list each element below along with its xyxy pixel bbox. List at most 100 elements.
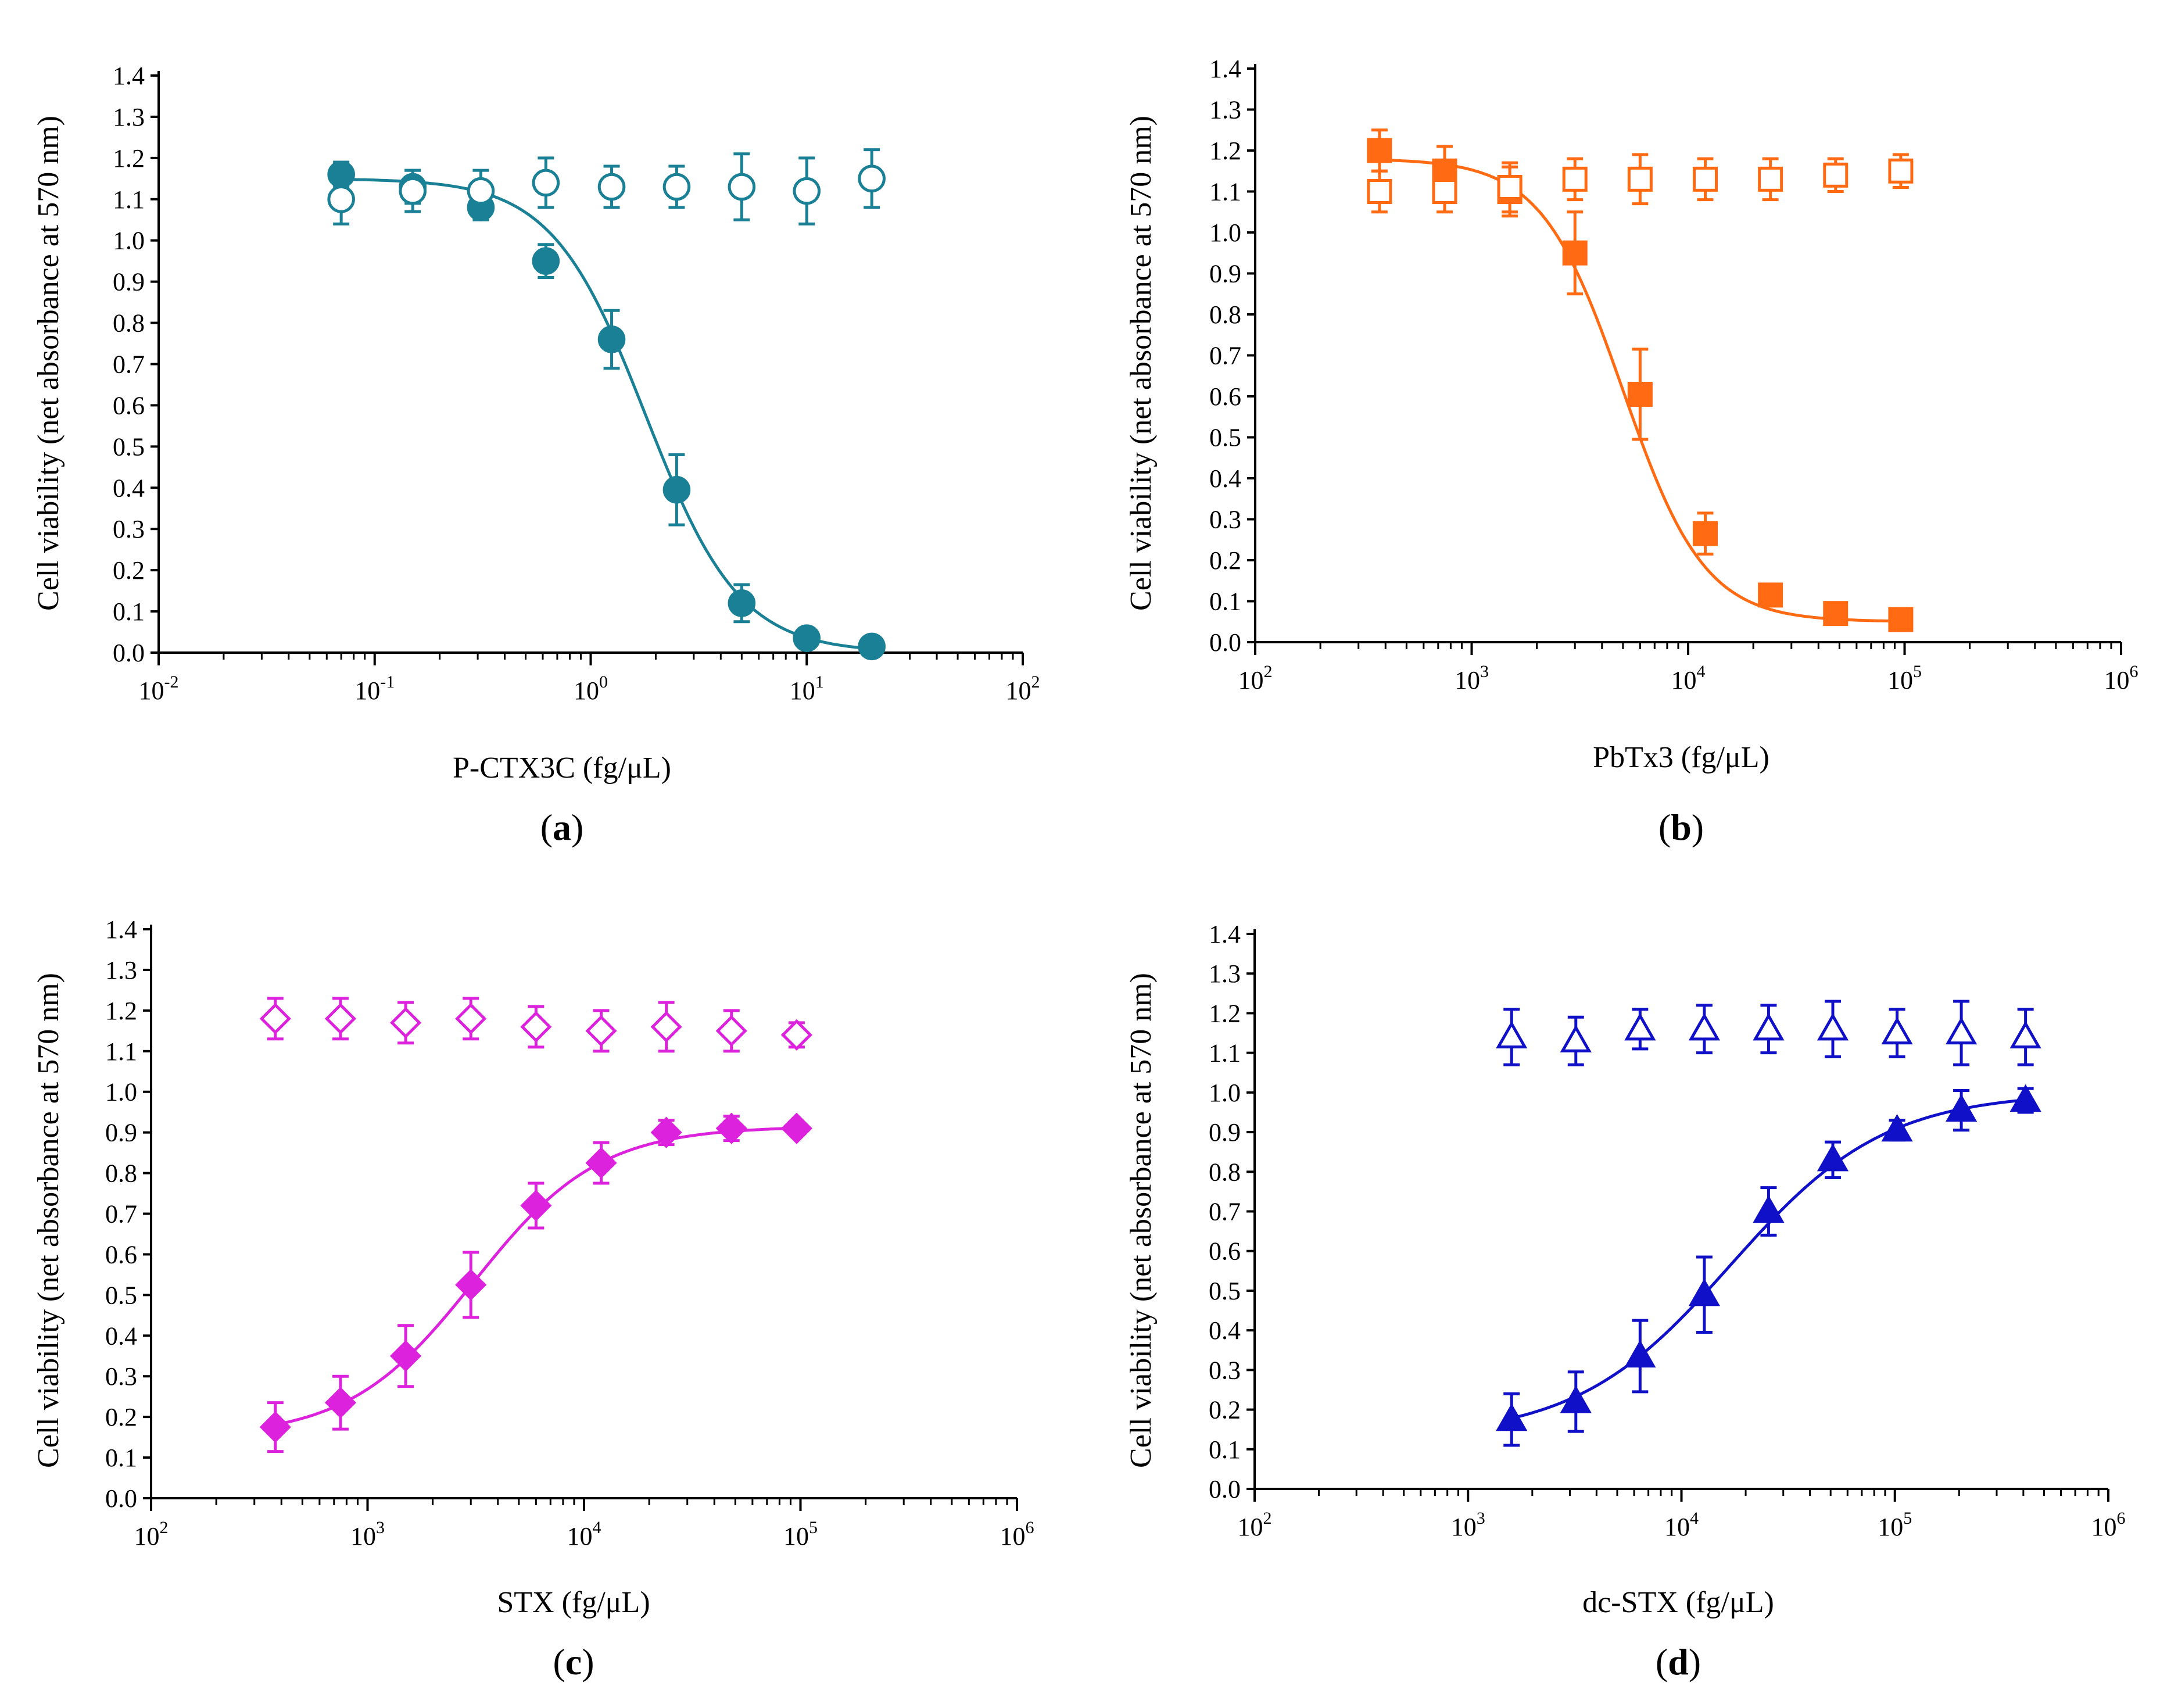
series-filled xyxy=(1496,1084,2041,1447)
y-tick-label: 0.6 xyxy=(1209,382,1241,411)
data-point xyxy=(259,1002,291,1034)
series-open xyxy=(327,148,886,225)
data-point xyxy=(1753,1195,1785,1223)
panel-caption: (a) xyxy=(540,807,584,848)
y-tick-label: 0.0 xyxy=(1209,1475,1241,1503)
data-point xyxy=(1888,158,1914,184)
y-tick-label: 0.5 xyxy=(105,1281,137,1309)
data-point xyxy=(1692,166,1718,192)
panel-c: Cell viability (net absorbance at 570 nm… xyxy=(0,854,1080,1708)
data-point xyxy=(1560,1385,1592,1413)
data-point xyxy=(597,325,626,353)
y-tick-label: 0.4 xyxy=(1209,1316,1241,1345)
data-point xyxy=(1888,607,1914,632)
series-filled xyxy=(1367,128,1914,632)
data-point xyxy=(1688,1012,1720,1041)
y-tick-label: 0.9 xyxy=(1209,260,1241,288)
data-point xyxy=(1753,1012,1785,1041)
x-tick-label: 10-2 xyxy=(139,672,179,705)
y-tick-label: 1.4 xyxy=(113,62,145,90)
y-tick-label: 1.3 xyxy=(105,956,137,984)
y-tick-label: 0.3 xyxy=(1209,1356,1241,1384)
y-tick-label: 0.1 xyxy=(1209,1435,1241,1464)
y-tick-label: 0.3 xyxy=(105,1362,137,1391)
x-tick-label: 104 xyxy=(567,1518,601,1551)
data-point xyxy=(389,1007,422,1039)
data-point xyxy=(1881,1016,1913,1045)
y-tick-label: 0.4 xyxy=(113,474,145,502)
y-tick-label: 1.4 xyxy=(105,915,137,944)
data-point xyxy=(520,1011,552,1043)
y-tick-label: 1.1 xyxy=(1209,178,1241,206)
y-tick-label: 0.1 xyxy=(1209,588,1241,616)
y-tick-label: 1.3 xyxy=(113,103,145,131)
x-tick-label: 103 xyxy=(1451,1509,1485,1541)
x-axis-title: PbTx3 (fg/μL) xyxy=(1593,741,1769,774)
data-point xyxy=(1758,166,1783,192)
y-tick-label: 1.4 xyxy=(1209,55,1241,83)
data-point xyxy=(520,1190,552,1222)
y-tick-label: 1.2 xyxy=(1209,137,1241,165)
y-tick-label: 0.5 xyxy=(113,432,145,461)
chart-a: Cell viability (net absorbance at 570 nm… xyxy=(32,62,1040,848)
fit-curve xyxy=(275,1126,797,1426)
y-tick-label: 0.4 xyxy=(1209,464,1241,493)
y-tick-label: 0.2 xyxy=(1209,546,1241,575)
panel-letter: b xyxy=(1671,807,1692,848)
series-filled xyxy=(259,1112,812,1453)
y-tick-label: 0.4 xyxy=(105,1322,137,1350)
data-point xyxy=(2009,1020,2041,1048)
y-tick-label: 0.3 xyxy=(1209,506,1241,534)
data-point xyxy=(1817,1143,1849,1172)
data-point xyxy=(1945,1016,1978,1045)
x-axis-title: dc-STX (fg/μL) xyxy=(1582,1586,1774,1619)
data-point xyxy=(324,1002,357,1034)
data-point xyxy=(1367,138,1392,163)
data-point xyxy=(1758,582,1783,608)
y-tick-label: 0.7 xyxy=(1209,342,1241,370)
y-tick-label: 1.1 xyxy=(1209,1039,1241,1068)
data-point xyxy=(1496,1403,1528,1431)
data-point xyxy=(259,1411,291,1443)
data-point xyxy=(455,1002,487,1034)
panel-d: Cell viability (net absorbance at 570 nm… xyxy=(1104,854,2160,1708)
data-point xyxy=(650,1116,682,1148)
panel-letter: d xyxy=(1668,1641,1689,1682)
y-tick-label: 0.8 xyxy=(105,1159,137,1188)
data-point xyxy=(324,1387,357,1419)
data-point xyxy=(1823,601,1849,626)
data-point xyxy=(455,1269,487,1301)
x-tick-label: 104 xyxy=(1664,1509,1699,1541)
data-point xyxy=(1560,1025,1592,1052)
x-tick-label: 106 xyxy=(2091,1509,2126,1541)
x-tick-label: 105 xyxy=(783,1518,818,1551)
y-tick-label: 0.0 xyxy=(105,1484,137,1513)
data-point xyxy=(399,177,427,205)
chart-b: Cell viability (net absorbance at 570 nm… xyxy=(1124,55,2138,848)
x-tick-label: 106 xyxy=(1000,1518,1034,1551)
y-tick-label: 0.6 xyxy=(105,1240,137,1269)
panel-caption: (d) xyxy=(1656,1641,1701,1682)
y-tick-label: 0.7 xyxy=(105,1200,137,1229)
data-point xyxy=(1496,1020,1528,1048)
panel-letter: a xyxy=(553,807,571,848)
y-tick-label: 1.0 xyxy=(1209,219,1241,247)
data-point xyxy=(532,169,560,197)
y-tick-label: 0.6 xyxy=(113,391,145,420)
y-tick-label: 0.7 xyxy=(1209,1198,1241,1226)
data-point xyxy=(389,1340,422,1372)
series-open xyxy=(259,997,812,1053)
x-tick-label: 104 xyxy=(1671,662,1706,694)
y-tick-label: 0.7 xyxy=(113,350,145,379)
data-point xyxy=(1624,1012,1656,1041)
panel-caption: (b) xyxy=(1658,807,1704,848)
y-tick-label: 0.8 xyxy=(113,309,145,338)
series-filled xyxy=(327,160,886,661)
x-axis-title: STX (fg/μL) xyxy=(497,1586,650,1619)
y-axis-title: Cell viability (net absorbance at 570 nm… xyxy=(32,116,65,611)
data-point xyxy=(1627,166,1653,192)
fit-curve xyxy=(341,178,872,650)
x-axis-title: P-CTX3C (fg/μL) xyxy=(453,751,671,785)
y-tick-label: 1.3 xyxy=(1209,959,1241,988)
data-point xyxy=(650,1011,682,1043)
